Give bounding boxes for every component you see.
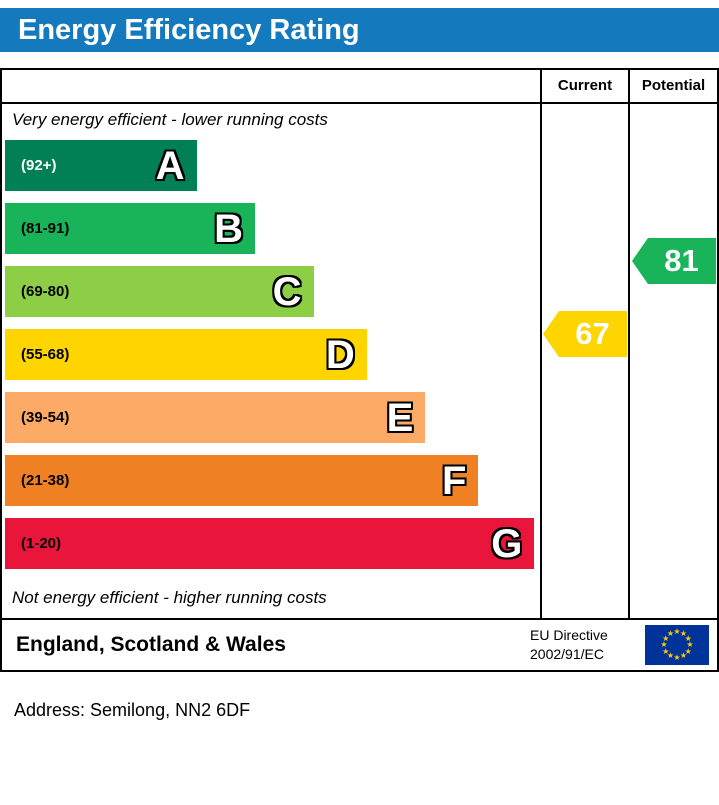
band-range-label: (21-38) xyxy=(21,472,70,489)
footer: England, Scotland & Wales EU Directive 2… xyxy=(0,620,719,672)
band-letter: E xyxy=(386,395,414,440)
page-title: Energy Efficiency Rating xyxy=(18,13,360,46)
band-letter: D xyxy=(325,332,355,377)
potential-value: 81 xyxy=(664,243,699,278)
eu-star-icon: ★ xyxy=(666,651,675,661)
band-range-label: (55-68) xyxy=(21,346,70,363)
eu-star-icon: ★ xyxy=(660,640,668,649)
divider-current-column xyxy=(540,70,542,618)
eu-star-icon: ★ xyxy=(679,651,688,661)
band-b: (81-91) B xyxy=(5,203,256,254)
eu-star-icon: ★ xyxy=(662,646,670,656)
region-label: England, Scotland & Wales xyxy=(16,633,286,656)
eu-star-icon: ★ xyxy=(679,628,688,638)
band-letter: F xyxy=(442,458,467,503)
current-marker: 67 xyxy=(543,311,627,357)
band-range-label: (69-80) xyxy=(21,283,70,300)
eu-star-icon: ★ xyxy=(684,633,692,643)
eu-star-icon: ★ xyxy=(673,627,681,636)
band-range-label: (92+) xyxy=(21,157,57,174)
eu-directive-line2: 2002/91/EC xyxy=(530,646,604,662)
eu-star-icon: ★ xyxy=(666,628,675,638)
band-letter: A xyxy=(155,143,185,188)
eu-star-icon: ★ xyxy=(684,646,692,656)
eu-directive-line1: EU Directive xyxy=(530,627,608,643)
band-c: (69-80) C xyxy=(5,266,314,317)
bottom-note: Not energy efficient - higher running co… xyxy=(12,588,327,607)
title-bar: Energy Efficiency Rating xyxy=(0,8,719,52)
band-range-label: (81-91) xyxy=(21,220,70,237)
column-header-current: Current xyxy=(557,77,613,94)
top-note: Very energy efficient - lower running co… xyxy=(12,110,328,129)
band-d: (55-68) D xyxy=(5,329,367,380)
epc-chart: Current Potential Very energy efficient … xyxy=(0,68,719,620)
band-letter: G xyxy=(491,521,523,566)
column-header-potential: Potential xyxy=(641,77,706,94)
address-line: Address: Semilong, NN2 6DF xyxy=(14,700,251,720)
eu-star-icon: ★ xyxy=(673,653,681,662)
band-range-label: (1-20) xyxy=(21,535,62,552)
eu-directive-label: EU Directive 2002/91/EC xyxy=(530,626,608,664)
band-f: (21-38) F xyxy=(5,455,479,506)
bands: (92+) A (81-91) B (69-80) C (55-68) D (39-54) E (2… xyxy=(5,140,537,581)
potential-marker: 81 xyxy=(632,238,716,284)
band-g: (1-20) G xyxy=(5,518,535,569)
band-a: (92+) A xyxy=(5,140,197,191)
band-letter: B xyxy=(214,206,244,251)
band-range-label: (39-54) xyxy=(21,409,70,426)
current-value: 67 xyxy=(575,316,610,351)
eu-star-icon: ★ xyxy=(662,633,670,643)
eu-star-icon: ★ xyxy=(686,640,694,649)
band-letter: C xyxy=(272,269,302,314)
eu-flag-icon: ★ ★ ★ ★ ★ ★ ★ ★ ★ ★ ★ ★ xyxy=(645,625,709,665)
divider-potential-column xyxy=(628,70,630,618)
band-e: (39-54) E xyxy=(5,392,426,443)
header-divider xyxy=(2,102,717,104)
